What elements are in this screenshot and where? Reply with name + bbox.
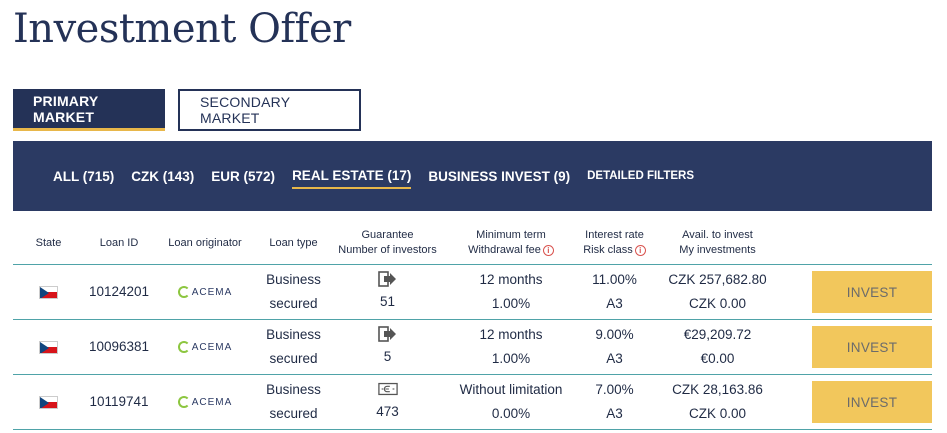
term-cell: 12 months 1.00%	[444, 268, 578, 316]
col-fee-label: Withdrawal fee	[468, 244, 541, 256]
tab-primary-market[interactable]: PRIMARY MARKET	[13, 89, 165, 131]
risk-class: A3	[606, 351, 623, 366]
withdrawal-fee: 1.00%	[491, 296, 531, 311]
loan-type-line1: Business	[266, 327, 321, 342]
interest-rate: 9.00%	[595, 327, 634, 342]
rate-cell: 11.00% A3	[578, 268, 651, 316]
col-loan-type: Loan type	[269, 236, 318, 249]
loan-id[interactable]: 10124201	[88, 284, 150, 299]
min-term: Without limitation	[459, 382, 563, 397]
rate-cell: 7.00% A3	[578, 378, 651, 426]
my-investment: CZK 0.00	[688, 406, 747, 421]
withdrawal-fee: 0.00%	[491, 406, 531, 421]
col-mine-label: My investments	[679, 244, 756, 256]
guarantee-cell: 5	[331, 325, 444, 369]
loan-type: Business secured	[256, 378, 331, 426]
avail-amount: CZK 28,163.86	[672, 382, 763, 397]
col-term: Minimum term Withdrawal fee i	[444, 228, 578, 258]
acema-logo: ACEMA	[177, 341, 233, 353]
col-min-term-label: Minimum term	[476, 229, 546, 241]
buyback-arrow-icon	[377, 270, 398, 288]
czech-flag-icon	[39, 395, 58, 409]
acema-logo: ACEMA	[177, 286, 233, 298]
col-rate-label: Interest rate	[585, 229, 644, 241]
loan-id[interactable]: 10096381	[88, 339, 150, 354]
invest-button[interactable]: INVEST	[812, 381, 932, 423]
loan-type-line2: secured	[269, 406, 318, 421]
originator-name: ACEMA	[191, 341, 233, 353]
czech-flag-icon	[39, 285, 58, 299]
term-cell: Without limitation 0.00%	[444, 378, 578, 426]
filter-business-invest[interactable]: BUSINESS INVEST (9)	[428, 168, 571, 184]
avail-amount: CZK 257,682.80	[668, 272, 767, 287]
banknote-icon	[377, 380, 398, 398]
col-avail-label: Avail. to invest	[682, 229, 753, 241]
detailed-filters-link[interactable]: DETAILED FILTERS	[587, 170, 695, 182]
invest-button[interactable]: INVEST	[812, 326, 932, 368]
filter-all[interactable]: ALL (715)	[53, 168, 115, 184]
col-loan-id: Loan ID	[99, 236, 139, 249]
avail-amount: €29,209.72	[683, 327, 752, 342]
loan-type: Business secured	[256, 268, 331, 316]
loan-type-line1: Business	[266, 272, 321, 287]
filter-real-estate[interactable]: REAL ESTATE (17)	[292, 164, 412, 189]
interest-rate: 7.00%	[595, 382, 634, 397]
table-row[interactable]: 10119741 ACEMA Business secured 473 Witho…	[13, 375, 932, 430]
info-icon[interactable]: i	[634, 244, 646, 256]
my-investment: CZK 0.00	[688, 296, 747, 311]
originator-name: ACEMA	[191, 396, 233, 408]
acema-logo: ACEMA	[177, 396, 233, 408]
info-icon[interactable]: i	[542, 244, 554, 256]
col-investors-label: Number of investors	[338, 244, 437, 256]
withdrawal-fee: 1.00%	[491, 351, 531, 366]
investors-count: 473	[376, 404, 399, 419]
tab-secondary-market[interactable]: SECONDARY MARKET	[178, 89, 361, 131]
term-cell: 12 months 1.00%	[444, 323, 578, 371]
loan-type-line1: Business	[266, 382, 321, 397]
avail-cell: CZK 28,163.86 CZK 0.00	[651, 378, 784, 426]
col-avail: Avail. to invest My investments	[651, 228, 784, 258]
loan-type-line2: secured	[269, 296, 318, 311]
loan-id[interactable]: 10119741	[89, 394, 149, 409]
table-row[interactable]: 10096381 ACEMA Business secured 5 12 mont…	[13, 320, 932, 375]
czech-flag-icon	[39, 340, 58, 354]
col-risk-label: Risk class	[583, 244, 633, 256]
investors-count: 5	[383, 349, 392, 364]
interest-rate: 11.00%	[592, 272, 637, 287]
col-guarantee-label: Guarantee	[361, 229, 414, 241]
min-term: 12 months	[479, 327, 543, 342]
loan-type-line2: secured	[269, 351, 318, 366]
table-header: State Loan ID Loan originator Loan type …	[13, 222, 932, 265]
loan-type: Business secured	[256, 323, 331, 371]
col-rate: Interest rate Risk class i	[578, 228, 651, 258]
page-title: Investment Offer	[13, 6, 351, 52]
guarantee-cell: 51	[331, 270, 444, 314]
avail-cell: CZK 257,682.80 CZK 0.00	[651, 268, 784, 316]
loan-table: State Loan ID Loan originator Loan type …	[13, 222, 932, 430]
risk-class: A3	[606, 406, 623, 421]
originator-name: ACEMA	[191, 286, 233, 298]
filter-eur[interactable]: EUR (572)	[211, 168, 276, 184]
investors-count: 51	[379, 294, 396, 309]
buyback-arrow-icon	[377, 325, 398, 343]
my-investment: €0.00	[700, 351, 735, 366]
market-tabs: PRIMARY MARKET SECONDARY MARKET	[13, 89, 361, 131]
table-row[interactable]: 10124201 ACEMA Business secured 51 12 mon…	[13, 265, 932, 320]
avail-cell: €29,209.72 €0.00	[651, 323, 784, 371]
col-state: State	[35, 236, 62, 249]
filter-czk[interactable]: CZK (143)	[131, 168, 195, 184]
guarantee-cell: 473	[331, 380, 444, 424]
rate-cell: 9.00% A3	[578, 323, 651, 371]
filter-bar: ALL (715) CZK (143) EUR (572) REAL ESTAT…	[13, 141, 932, 211]
col-guarantee: Guarantee Number of investors	[331, 228, 444, 258]
invest-button[interactable]: INVEST	[812, 271, 932, 313]
min-term: 12 months	[479, 272, 543, 287]
col-originator: Loan originator	[168, 236, 242, 249]
risk-class: A3	[606, 296, 623, 311]
